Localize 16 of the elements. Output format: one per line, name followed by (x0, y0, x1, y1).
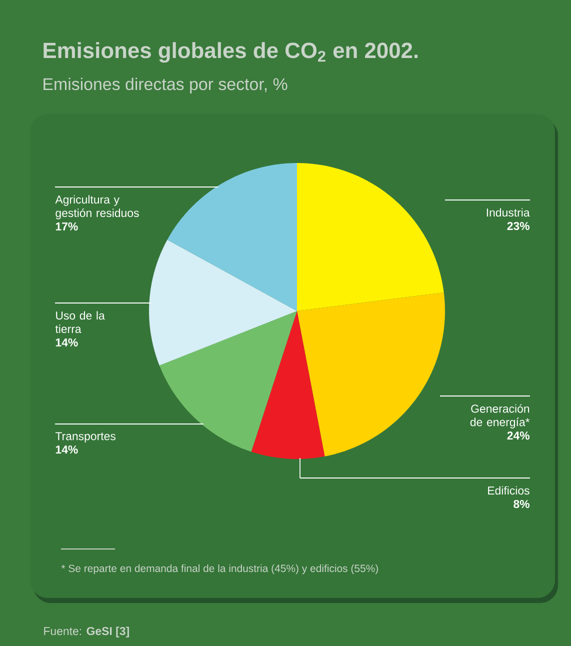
chart-subtitle: Emisiones directas por sector, % (44, 78, 288, 94)
text: * Se reparte en demanda final de la industria (45%) y edificios (55%) (61, 564, 378, 574)
slice-label: Agricultura y gestión residuos (55, 195, 139, 220)
data-label: 23% (507, 222, 530, 230)
slice-label: Transportes (55, 432, 116, 442)
slice-label: Edificios (488, 486, 530, 495)
slice-label: Generación de energía* (470, 404, 530, 428)
data-label: 8% (514, 500, 530, 508)
chart-title: Emisiones globales de CO$_{2}$ en 2002. (44, 42, 418, 63)
source-note: Fuente: GeSI [3] (44, 626, 129, 638)
slice-label: Uso de la tierra (55, 311, 105, 334)
data-label: 24% (507, 432, 530, 440)
slice-label: Industria (486, 208, 530, 217)
data-label: 14% (56, 446, 78, 454)
data-label: 17% (56, 222, 78, 230)
data-label: 14% (56, 338, 78, 346)
